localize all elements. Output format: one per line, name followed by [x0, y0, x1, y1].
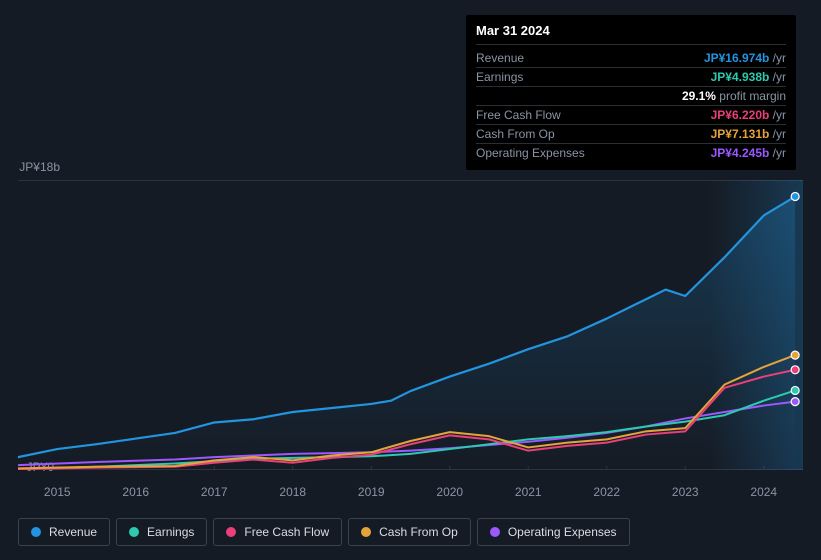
x-axis-label: 2016: [122, 485, 149, 499]
legend-swatch: [361, 527, 371, 537]
tooltip-date: Mar 31 2024: [476, 23, 786, 45]
tooltip-row-value: JP¥6.220b /yr: [711, 108, 786, 122]
tooltip-subrow: 29.1% profit margin: [476, 87, 786, 106]
tooltip-row-value: JP¥16.974b /yr: [704, 51, 786, 65]
legend-label: Operating Expenses: [508, 525, 617, 539]
legend-swatch: [490, 527, 500, 537]
tooltip-row-value: JP¥4.245b /yr: [711, 146, 786, 160]
legend-label: Revenue: [49, 525, 97, 539]
x-axis-label: 2021: [515, 485, 542, 499]
legend-item-cash-from-op[interactable]: Cash From Op: [348, 518, 471, 546]
tooltip-row-label: Operating Expenses: [476, 146, 585, 160]
legend-swatch: [129, 527, 139, 537]
legend-bar: Revenue Earnings Free Cash Flow Cash From O…: [18, 518, 630, 546]
legend-label: Earnings: [147, 525, 194, 539]
tooltip-row-label: Earnings: [476, 70, 523, 84]
chart-svg: [18, 180, 803, 470]
tooltip-row-label: Cash From Op: [476, 127, 555, 141]
x-axis-label: 2018: [279, 485, 306, 499]
chart-area[interactable]: [18, 180, 803, 470]
x-axis-label: 2015: [44, 485, 71, 499]
legend-item-operating-expenses[interactable]: Operating Expenses: [477, 518, 630, 546]
legend-label: Cash From Op: [379, 525, 458, 539]
x-axis-label: 2020: [436, 485, 463, 499]
x-axis-label: 2022: [593, 485, 620, 499]
tooltip-row: Operating Expenses JP¥4.245b /yr: [476, 144, 786, 162]
tooltip-row: Cash From Op JP¥7.131b /yr: [476, 125, 786, 144]
x-axis-label: 2023: [672, 485, 699, 499]
tooltip-row-value: JP¥4.938b /yr: [711, 70, 786, 84]
y-axis-max-label: JP¥18b: [0, 160, 60, 174]
tooltip-row-label: Free Cash Flow: [476, 108, 561, 122]
legend-item-earnings[interactable]: Earnings: [116, 518, 207, 546]
legend-label: Free Cash Flow: [244, 525, 329, 539]
x-axis-label: 2019: [358, 485, 385, 499]
x-axis-label: 2024: [750, 485, 777, 499]
legend-item-free-cash-flow[interactable]: Free Cash Flow: [213, 518, 342, 546]
x-axis-label: 2017: [201, 485, 228, 499]
tooltip-row: Revenue JP¥16.974b /yr: [476, 49, 786, 68]
tooltip-row-label: Revenue: [476, 51, 524, 65]
tooltip-row: Earnings JP¥4.938b /yr: [476, 68, 786, 87]
legend-item-revenue[interactable]: Revenue: [18, 518, 110, 546]
tooltip-row-value: JP¥7.131b /yr: [711, 127, 786, 141]
tooltip-row: Free Cash Flow JP¥6.220b /yr: [476, 106, 786, 125]
chart-tooltip: Mar 31 2024 Revenue JP¥16.974b /yr Earning…: [466, 15, 796, 170]
legend-swatch: [31, 527, 41, 537]
legend-swatch: [226, 527, 236, 537]
tooltip-sub-value: 29.1% profit margin: [682, 89, 786, 103]
